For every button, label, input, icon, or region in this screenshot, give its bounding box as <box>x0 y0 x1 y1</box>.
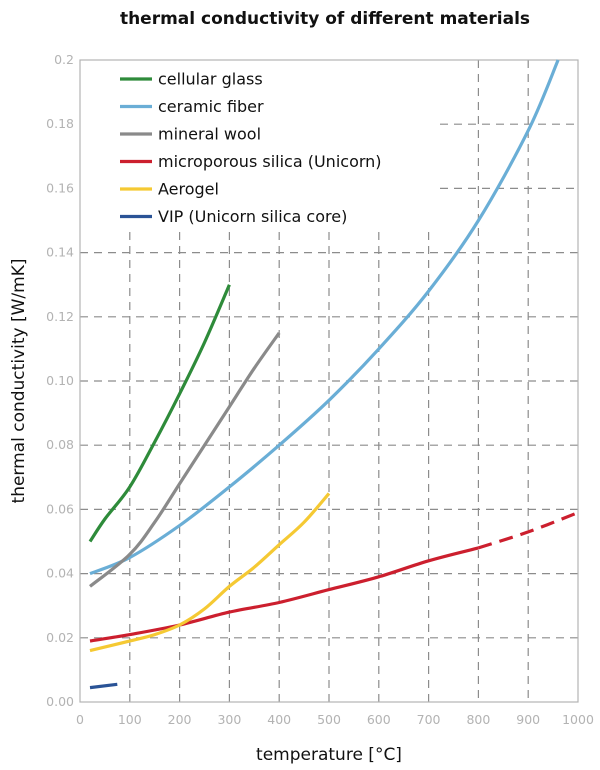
series-line-aerogel <box>89 492 331 653</box>
series-line-cellular-glass <box>88 284 231 543</box>
series-line-microporous-silica-unicorn <box>89 546 479 643</box>
grid <box>80 60 578 702</box>
x-tick-label: 400 <box>267 712 291 727</box>
legend-label-cellular-glass: cellular glass <box>158 70 263 89</box>
x-tick-label: 700 <box>417 712 441 727</box>
x-tick-label: 300 <box>217 712 241 727</box>
plot-frame <box>79 59 579 703</box>
y-tick-label: 0.16 <box>46 180 74 195</box>
plot-border <box>79 59 579 703</box>
series-line-microporous-silica-unicorn-extrapolated <box>477 511 579 550</box>
y-tick-label: 0.14 <box>46 245 74 260</box>
x-tick-label: 600 <box>367 712 391 727</box>
legend-label-vip-unicorn-silica-core: VIP (Unicorn silica core) <box>158 207 347 226</box>
x-tick-label: 0 <box>76 712 84 727</box>
x-axis-label: temperature [°C] <box>256 745 402 765</box>
x-tick-label: 800 <box>466 712 490 727</box>
x-tick-label: 100 <box>118 712 142 727</box>
legend-label-microporous-silica-unicorn: microporous silica (Unicorn) <box>158 152 382 171</box>
y-tick-label: 0.08 <box>46 437 74 452</box>
legend-label-aerogel: Aerogel <box>158 180 219 199</box>
y-tick-label: 0.10 <box>46 373 74 388</box>
y-tick-label: 0.12 <box>46 309 74 324</box>
series-line-vip-unicorn-silica-core <box>89 682 118 690</box>
y-tick-label: 0.02 <box>46 630 74 645</box>
x-tick-label: 200 <box>168 712 192 727</box>
series-line-ceramic-fiber <box>89 59 560 576</box>
x-tick-label: 1000 <box>562 712 594 727</box>
y-axis-ticks: 0.00 0.02 0.04 0.06 0.08 0.10 0.12 0.14 0.16 0.18… <box>46 52 74 709</box>
y-tick-label: 0.2 <box>54 52 74 67</box>
x-axis-ticks: 0 100 200 300 400 500 600 700 800 900 1000 <box>76 712 594 727</box>
y-tick-label: 0.00 <box>46 694 74 709</box>
y-axis-label: thermal conductivity [W/mK] <box>9 259 29 504</box>
x-tick-label: 500 <box>317 712 341 727</box>
series-line-mineral-wool <box>88 331 281 588</box>
y-tick-label: 0.18 <box>46 116 74 131</box>
y-tick-label: 0.04 <box>46 566 74 581</box>
series-lines <box>88 59 579 690</box>
legend-label-mineral-wool: mineral wool <box>158 125 261 144</box>
legend-label-ceramic-fiber: ceramic fiber <box>158 97 264 116</box>
chart-title: thermal conductivity of different materi… <box>120 9 530 29</box>
legend: cellular glass ceramic fiber mineral wool m… <box>120 70 382 226</box>
y-tick-label: 0.06 <box>46 501 74 516</box>
x-tick-label: 900 <box>516 712 540 727</box>
